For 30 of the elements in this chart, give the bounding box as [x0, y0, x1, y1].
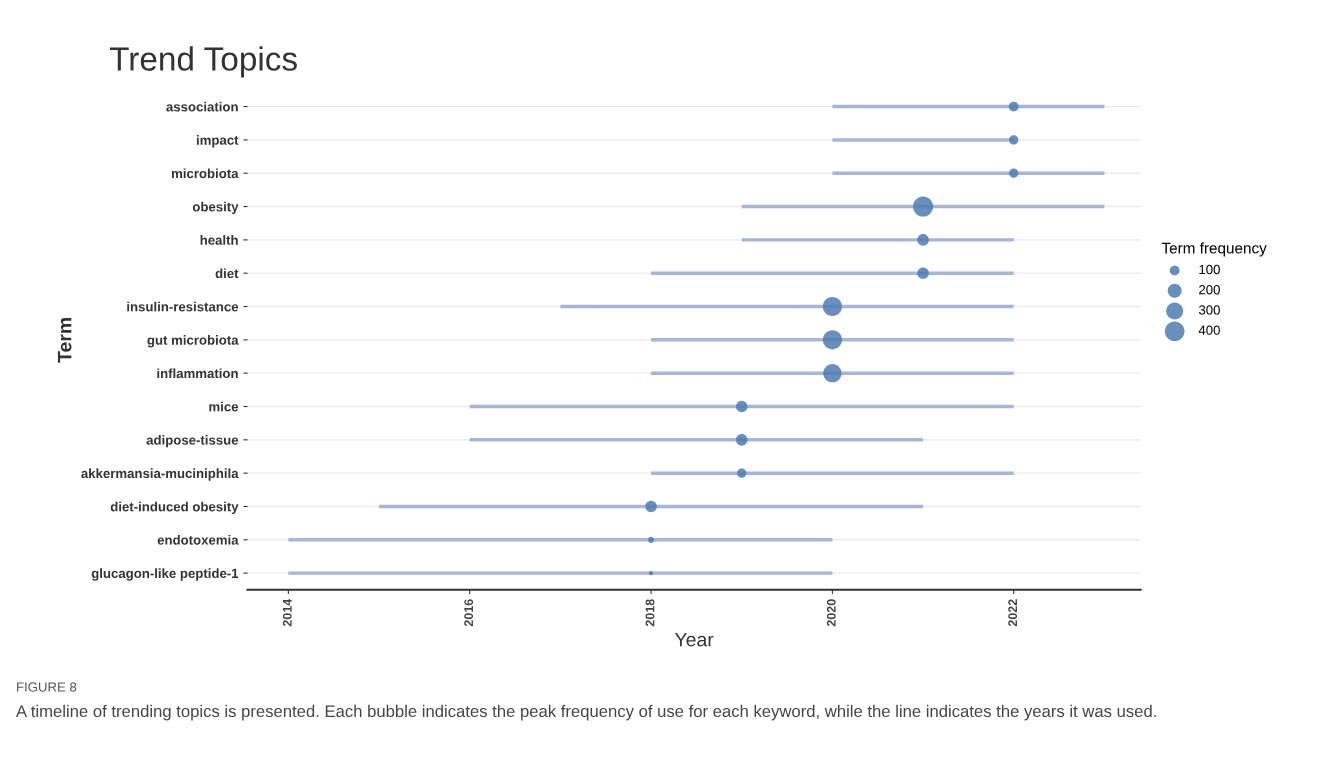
x-tick-label: 2022 [1008, 599, 1018, 627]
y-tick-label: mice [209, 401, 239, 412]
y-tick-label: akkermansia-muciniphila [81, 468, 239, 481]
y-tick-label: gut microbiota [147, 335, 239, 348]
y-tick-label: obesity [192, 201, 239, 215]
y-tick-label: association [166, 101, 238, 112]
y-tick-label: impact [196, 135, 239, 148]
y-tick-label: adipose-tissue [146, 435, 239, 448]
x-axis-title: Year [674, 632, 714, 647]
legend-label: 200 [1199, 285, 1220, 295]
y-tick-label: microbiota [171, 168, 239, 179]
legend-label: 300 [1198, 305, 1220, 315]
legend-title: Term frequency [1161, 242, 1267, 257]
caption: FIGURE 8 [17, 682, 77, 692]
y-tick-label: inflammation [157, 368, 238, 379]
y-tick-label: health [200, 235, 238, 245]
x-tick-label: 2014 [282, 598, 292, 627]
y-tick-label: diet-induced obesity [110, 501, 239, 514]
x-tick-label: 2016 [464, 599, 474, 627]
y-tick-label: endotoxemia [157, 535, 239, 545]
legend-label: 400 [1198, 325, 1220, 335]
y-axis-title: Term [57, 318, 72, 363]
y-tick-label: glucagon-like peptide-1 [91, 568, 239, 581]
legend-label: 100 [1199, 264, 1220, 275]
chart-title: Trend Topics [109, 46, 297, 78]
text: A timeline of trending topics is presented. Each bubble indicates the peak frequency of use for each keyword, while the line indicates the years it was used. [16, 704, 1156, 721]
x-tick-label: 2018 [645, 599, 655, 627]
y-tick-label: insulin-resistance [127, 301, 239, 312]
y-tick-label: diet [215, 268, 239, 279]
x-tick-label: 2020 [826, 599, 836, 627]
